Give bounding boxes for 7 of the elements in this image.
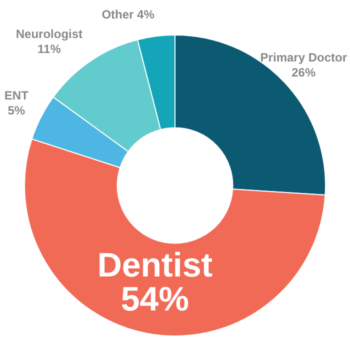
data-label: 11% (38, 42, 62, 56)
slice-label: Primary Doctor (260, 50, 348, 64)
slice-label: Neurologist (16, 26, 83, 41)
slice-label: ENT (4, 88, 30, 102)
data-label: 5% (8, 103, 26, 118)
slice-label: Other 4% (102, 7, 155, 22)
data-label: 26% (292, 65, 316, 80)
